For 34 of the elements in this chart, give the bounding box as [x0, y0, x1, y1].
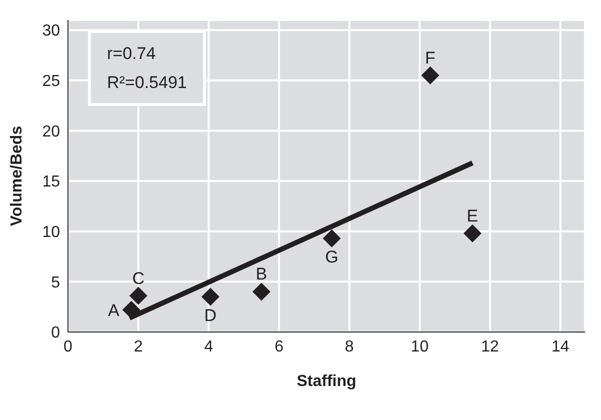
point	[252, 282, 270, 301]
y-tick-label: 5	[51, 274, 60, 292]
annotation: C	[132, 268, 144, 288]
annotation: R²=0.5491	[107, 72, 187, 94]
point	[201, 288, 220, 306]
annotation: r=0.74	[107, 43, 157, 65]
point	[421, 66, 440, 84]
y-tick-label: 25	[42, 73, 60, 90]
text-box: r=0.74 R²=0.5491	[88, 30, 206, 106]
point	[122, 300, 140, 319]
annotation: D	[204, 306, 217, 325]
x-tick-label: 14	[551, 338, 570, 356]
y-tick-label: 10	[42, 224, 60, 242]
x-tick-label: 10	[410, 338, 429, 356]
y-tick-label: 0	[51, 324, 60, 342]
x-tick-label: 6	[274, 338, 284, 356]
x-tick-label: 2	[134, 338, 143, 356]
y-axis-title: Volume/Beds	[8, 126, 26, 226]
point	[463, 224, 482, 242]
point	[129, 286, 148, 305]
y-tick-label: 30	[42, 22, 60, 40]
x-tick-label: 4	[204, 338, 214, 356]
annotation: B	[256, 264, 268, 284]
point	[322, 229, 341, 248]
y-tick-label: 20	[42, 123, 60, 140]
annotation: G	[325, 247, 338, 266]
y-tick-label: 15	[42, 174, 60, 191]
x-tick-label: 8	[344, 338, 354, 356]
annotation: A	[108, 300, 120, 320]
annotation: E	[466, 206, 478, 226]
annotation: F	[425, 48, 436, 68]
x-tick-label: 0	[64, 338, 73, 356]
x-axis-title: Staffing	[296, 373, 356, 390]
x-tick-label: 12	[481, 338, 500, 356]
